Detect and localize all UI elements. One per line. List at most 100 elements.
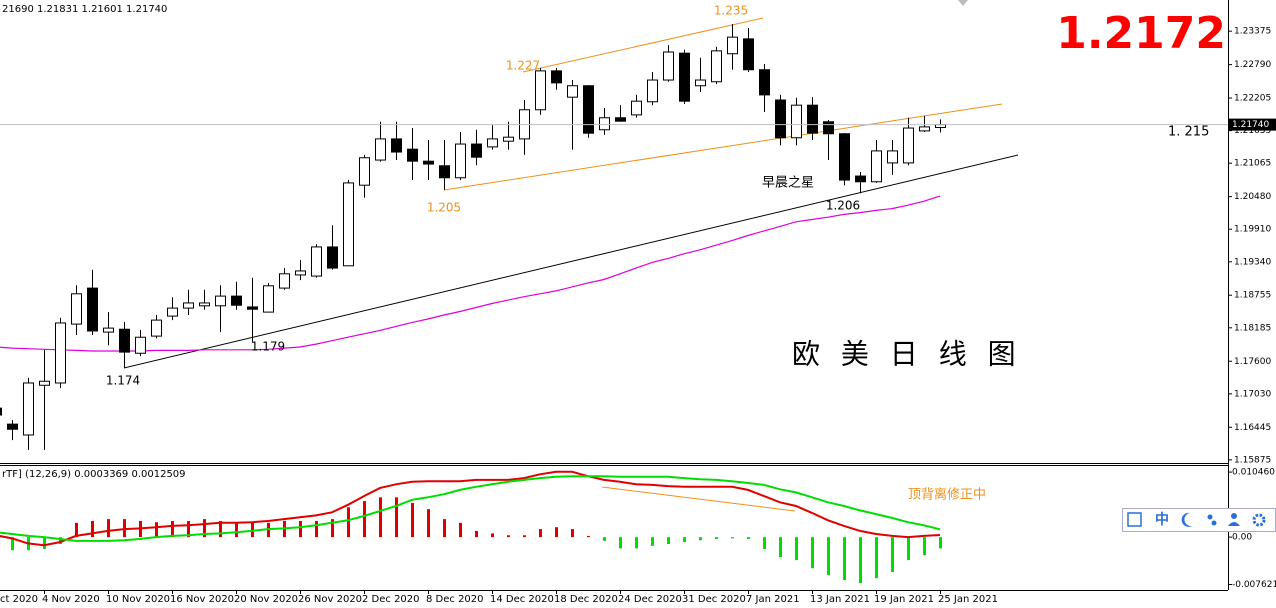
candle-body: [727, 36, 738, 55]
x-tick-label: ct 2020: [0, 594, 38, 605]
candle-body: [215, 295, 226, 307]
candle-body: [391, 138, 402, 153]
candle-body: [535, 70, 546, 111]
annotation: 1.227: [506, 59, 540, 73]
candle-body: [71, 293, 82, 325]
toolbar-icon[interactable]: [1211, 520, 1217, 526]
candle-body: [343, 182, 354, 267]
x-tick-label: 26 Nov 2020: [298, 594, 362, 605]
candle-body: [423, 160, 434, 165]
candle-body: [823, 121, 834, 135]
candle-body: [471, 143, 482, 158]
trend-line: [522, 17, 764, 73]
annotation: 1.2172: [1056, 8, 1226, 59]
candle-body: [183, 302, 194, 309]
y-tick-label: 1.20480: [1234, 192, 1271, 202]
candle-body: [759, 69, 770, 96]
indicator-line: [0, 475, 941, 542]
candle-body: [327, 246, 338, 269]
histogram-bar: [667, 537, 670, 544]
histogram-bar: [827, 537, 830, 576]
histogram-bar: [875, 537, 878, 579]
histogram-bar: [731, 537, 734, 539]
candle-body: [647, 79, 658, 103]
ime-toolbar[interactable]: 中: [1122, 508, 1276, 532]
histogram-bar: [715, 537, 718, 540]
plot: [0, 24, 1228, 584]
y-tick-label: 1.21065: [1234, 159, 1271, 169]
histogram-bar: [235, 522, 238, 538]
candle-body: [311, 246, 322, 277]
histogram-bar: [923, 537, 926, 556]
x-tick-label: 19 Jan 2021: [874, 594, 934, 605]
histogram-bar: [619, 537, 622, 549]
histogram-bar: [411, 502, 414, 538]
toolbar-icon[interactable]: [1228, 522, 1240, 526]
candle-body: [775, 99, 786, 139]
y-tick-label: 1.18755: [1234, 291, 1271, 301]
histogram-bar: [843, 537, 846, 581]
x-tick-label: 20 Nov 2020: [234, 594, 298, 605]
histogram-bar: [587, 535, 590, 538]
histogram-bar: [107, 519, 110, 538]
candle-body: [919, 126, 930, 132]
histogram-bar: [523, 535, 526, 538]
candle-body: [711, 50, 722, 83]
toolbar-icon[interactable]: [1252, 513, 1266, 527]
histogram-bar: [811, 537, 814, 569]
candle-body: [135, 336, 146, 354]
annotation: 1. 215: [1168, 125, 1209, 140]
histogram-bar: [683, 537, 686, 543]
annotation: 1.205: [427, 201, 461, 215]
histogram-bar: [363, 501, 366, 538]
histogram-bar: [155, 522, 158, 538]
candle-body: [0, 407, 2, 416]
y-tick-label: 1.16445: [1234, 423, 1271, 433]
current-price-label: 1.21740: [1232, 120, 1269, 130]
candle-body: [839, 133, 850, 181]
histogram-bar: [907, 537, 910, 561]
histogram-bar: [75, 522, 78, 538]
candle-body: [583, 85, 594, 134]
candle-body: [407, 148, 418, 162]
candle-body: [87, 287, 98, 332]
histogram-bar: [859, 537, 862, 584]
toolbar-icon[interactable]: [1127, 512, 1142, 527]
candle-body: [151, 319, 162, 337]
chart-title: 21690 1.21831 1.21601 1.21740: [2, 4, 167, 15]
toolbar-icon[interactable]: [1231, 513, 1237, 519]
histogram-bar: [635, 537, 638, 549]
x-tick-label: 31 Dec 2020: [682, 594, 746, 605]
candle-body: [247, 306, 258, 310]
toolbar-icon[interactable]: [1207, 514, 1213, 520]
histogram-bar: [459, 522, 462, 538]
histogram-bar: [59, 537, 62, 544]
candle-body: [119, 328, 130, 353]
moving-average: [0, 195, 941, 352]
histogram-bar: [491, 533, 494, 538]
histogram-bar: [203, 519, 206, 538]
y-tick-label: 1.17600: [1234, 357, 1271, 367]
x-tick-label: 10 Nov 2020: [106, 594, 170, 605]
candle-body: [551, 70, 562, 84]
candle-body: [567, 85, 578, 98]
histogram-bar: [91, 520, 94, 538]
histogram-bar: [171, 520, 174, 538]
candle-body: [903, 127, 914, 164]
histogram-bar: [507, 535, 510, 538]
histogram-bar: [11, 537, 14, 551]
x-tick-label: 14 Dec 2020: [490, 594, 554, 605]
histogram-bar: [299, 520, 302, 538]
candle-body: [791, 104, 802, 139]
toolbar-label[interactable]: 中: [1155, 511, 1169, 528]
candle-body: [23, 382, 34, 436]
y-tick-label: 0.0104601: [1232, 468, 1276, 478]
candle-body: [695, 79, 706, 87]
toolbar-icon[interactable]: [1181, 512, 1192, 527]
x-tick-label: 8 Dec 2020: [426, 594, 484, 605]
y-tick-label: 1.17030: [1234, 389, 1271, 399]
candle-body: [7, 423, 18, 430]
histogram-bar: [219, 520, 222, 538]
candle-body: [679, 52, 690, 102]
